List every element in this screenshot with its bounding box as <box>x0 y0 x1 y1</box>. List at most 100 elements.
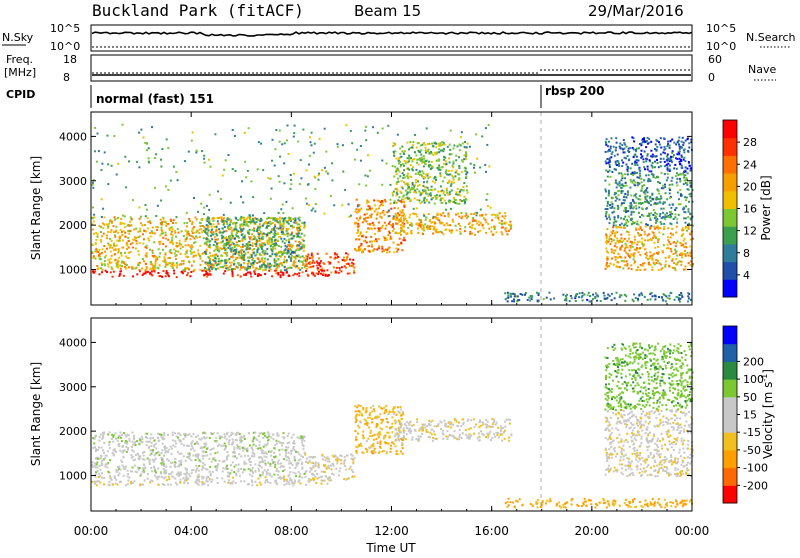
radar-cell <box>247 448 249 450</box>
radar-cell <box>218 258 220 260</box>
radar-cell <box>176 266 178 268</box>
radar-cell <box>445 202 447 204</box>
radar-cell <box>124 215 126 217</box>
radar-cell <box>293 136 295 138</box>
radar-cell <box>284 269 286 271</box>
radar-cell <box>658 193 660 195</box>
radar-cell <box>176 484 178 486</box>
radar-cell <box>91 464 93 466</box>
radar-cell <box>636 247 638 249</box>
radar-cell <box>267 481 269 483</box>
radar-cell <box>187 477 189 479</box>
radar-cell <box>252 242 254 244</box>
radar-cell <box>181 453 183 455</box>
radar-cell <box>177 451 179 453</box>
radar-cell <box>176 276 178 278</box>
radar-cell <box>611 137 613 139</box>
radar-cell <box>659 215 661 217</box>
radar-cell <box>224 481 226 483</box>
radar-cell <box>649 159 651 161</box>
radar-cell <box>658 190 660 192</box>
radar-cell <box>488 166 490 168</box>
radar-cell <box>104 251 106 253</box>
radar-cell <box>278 245 280 247</box>
radar-cell <box>163 472 165 474</box>
radar-cell <box>98 440 100 442</box>
radar-cell <box>223 244 225 246</box>
radar-cell <box>677 241 679 243</box>
radar-cell <box>199 236 201 238</box>
radar-cell <box>279 156 281 158</box>
radar-cell <box>293 218 295 220</box>
radar-cell <box>299 236 301 238</box>
radar-cell <box>226 267 228 269</box>
radar-cell <box>311 210 313 212</box>
radar-cell <box>604 189 606 191</box>
radar-cell <box>260 143 262 145</box>
radar-cell <box>660 158 662 160</box>
radar-cell <box>165 472 167 474</box>
radar-cell <box>667 236 669 238</box>
radar-cell <box>639 269 641 271</box>
radar-cell <box>204 274 206 276</box>
radar-cell <box>102 449 104 451</box>
radar-cell <box>199 255 201 257</box>
radar-cell <box>615 242 617 244</box>
radar-cell <box>155 256 157 258</box>
radar-cell <box>117 440 119 442</box>
radar-cell <box>625 211 627 213</box>
radar-cell <box>288 251 290 253</box>
radar-cell <box>402 163 404 165</box>
radar-cell <box>272 222 274 224</box>
radar-cell <box>453 182 455 184</box>
radar-cell <box>176 264 178 266</box>
radar-cell <box>275 480 277 482</box>
radar-cell <box>426 228 428 230</box>
radar-cell <box>357 220 359 222</box>
radar-cell <box>625 222 627 224</box>
radar-cell <box>676 296 678 298</box>
radar-cell <box>433 216 435 218</box>
radar-cell <box>638 177 640 179</box>
radar-cell <box>172 476 174 478</box>
radar-cell <box>366 231 368 233</box>
radar-cell <box>290 179 292 181</box>
radar-cell <box>415 173 417 175</box>
radar-cell <box>292 207 294 209</box>
radar-cell <box>511 300 513 302</box>
radar-cell <box>131 224 133 226</box>
radar-cell <box>653 232 655 234</box>
radar-cell <box>251 233 253 235</box>
radar-cell <box>203 483 205 485</box>
radar-cell <box>155 153 157 155</box>
radar-cell <box>339 267 341 269</box>
radar-cell <box>258 141 260 143</box>
radar-cell <box>299 269 301 271</box>
radar-cell <box>135 444 137 446</box>
radar-cell <box>185 256 187 258</box>
radar-cell <box>217 190 219 192</box>
radar-cell <box>412 213 414 215</box>
radar-cell <box>434 188 436 190</box>
radar-cell <box>292 484 294 486</box>
radar-cell <box>638 251 640 253</box>
radar-cell <box>650 180 652 182</box>
radar-cell <box>652 237 654 239</box>
radar-cell <box>278 258 280 260</box>
radar-cell <box>641 150 643 152</box>
radar-cell <box>280 276 282 278</box>
radar-cell <box>664 266 666 268</box>
radar-cell <box>195 235 197 237</box>
radar-cell <box>262 257 264 259</box>
radar-cell <box>245 273 247 275</box>
radar-cell <box>405 197 407 199</box>
radar-cell <box>609 222 611 224</box>
radar-cell <box>164 476 166 478</box>
radar-cell <box>263 232 265 234</box>
radar-cell <box>666 212 668 214</box>
radar-cell <box>288 217 290 219</box>
radar-cell <box>420 194 422 196</box>
radar-cell <box>658 269 660 271</box>
radar-cell <box>420 219 422 221</box>
radar-cell <box>288 223 290 225</box>
